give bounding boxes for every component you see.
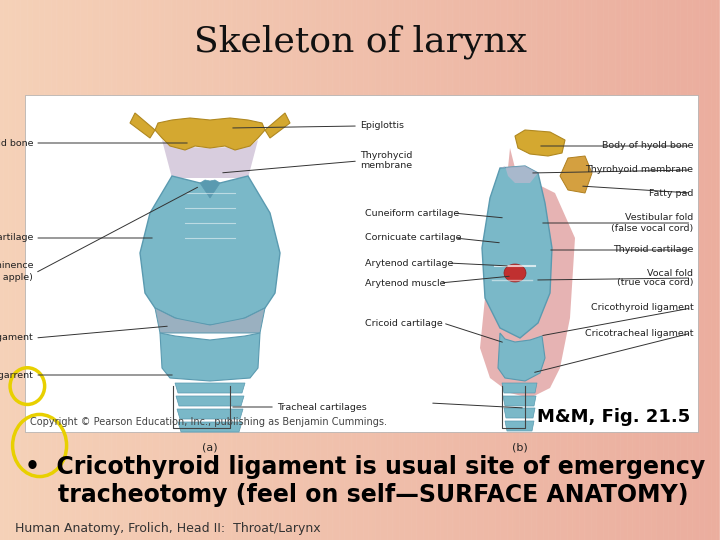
Text: Body of hyoid bone: Body of hyoid bone [0,138,33,147]
Text: (Adam's apple): (Adam's apple) [0,273,33,282]
Text: (b): (b) [512,443,528,453]
Polygon shape [177,409,243,419]
Polygon shape [498,333,545,381]
Text: membrane: membrane [360,161,412,171]
Polygon shape [560,156,592,193]
Text: Thyroid cartilage: Thyroid cartilage [613,246,693,254]
Text: Fatty pad: Fatty pad [649,188,693,198]
Polygon shape [176,396,244,406]
Polygon shape [265,113,290,138]
Text: Laryngeal prominence: Laryngeal prominence [0,261,33,271]
Ellipse shape [504,264,526,282]
Text: M&M, Fig. 21.5: M&M, Fig. 21.5 [537,408,690,426]
Text: Cuneiform cartilage: Cuneiform cartilage [365,208,459,218]
Text: Cricoid cartilage: Cricoid cartilage [365,319,443,327]
Polygon shape [503,396,536,406]
Text: (true voca cord): (true voca cord) [617,279,693,287]
Text: Copyright © Pearson Education, Inc., publishing as Benjamin Cummings.: Copyright © Pearson Education, Inc., pub… [30,417,387,427]
Polygon shape [155,118,265,150]
Text: Cornicuate cartilage: Cornicuate cartilage [365,233,462,242]
Text: Epiglottis: Epiglottis [360,122,404,131]
Text: Thyroid cartilage: Thyroid cartilage [0,233,33,242]
Text: Human Anatomy, Frolich, Head II:  Throat/Larynx: Human Anatomy, Frolich, Head II: Throat/… [15,522,320,535]
Polygon shape [515,130,565,156]
Text: Body of hyold bone: Body of hyold bone [602,141,693,151]
Polygon shape [178,422,242,432]
Text: (a): (a) [202,443,218,453]
Polygon shape [200,180,220,198]
Text: Arytenod cartilage: Arytenod cartilage [365,259,454,267]
Text: (false vocal cord): (false vocal cord) [611,224,693,233]
Bar [25,94,698,432]
Polygon shape [130,113,155,138]
Polygon shape [504,408,535,418]
Text: Vocal fold: Vocal fold [647,268,693,278]
Text: Cricothyroid ligament: Cricothyroid ligament [0,334,33,342]
Polygon shape [140,176,280,325]
Text: tracheotomy (feel on self—SURFACE ANATOMY): tracheotomy (feel on self—SURFACE ANATOM… [25,483,688,507]
Text: •  Cricothyroid ligament is usual site of emergency: • Cricothyroid ligament is usual site of… [25,455,706,479]
Polygon shape [480,148,575,398]
Polygon shape [155,308,265,333]
Text: Arytenod muscle: Arytenod muscle [365,279,446,287]
Text: Thyrohyoid membrane: Thyrohyoid membrane [585,165,693,174]
Text: Thyrohycid: Thyrohycid [360,152,413,160]
Polygon shape [162,140,258,178]
Text: Cricothyroid ligament: Cricothyroid ligament [590,303,693,313]
Polygon shape [175,383,245,393]
Text: Skeleton of larynx: Skeleton of larynx [194,25,526,59]
Polygon shape [160,333,260,381]
Polygon shape [482,166,552,338]
Polygon shape [505,421,534,431]
Text: Cricotracheal ligament: Cricotracheal ligament [585,328,693,338]
Text: Tracheal cartilages: Tracheal cartilages [277,402,366,411]
Text: Vestibular fold: Vestibular fold [625,213,693,222]
Polygon shape [502,383,537,393]
Polygon shape [500,166,538,183]
Text: Cricotracheal ligarrent: Cricotracheal ligarrent [0,370,33,380]
